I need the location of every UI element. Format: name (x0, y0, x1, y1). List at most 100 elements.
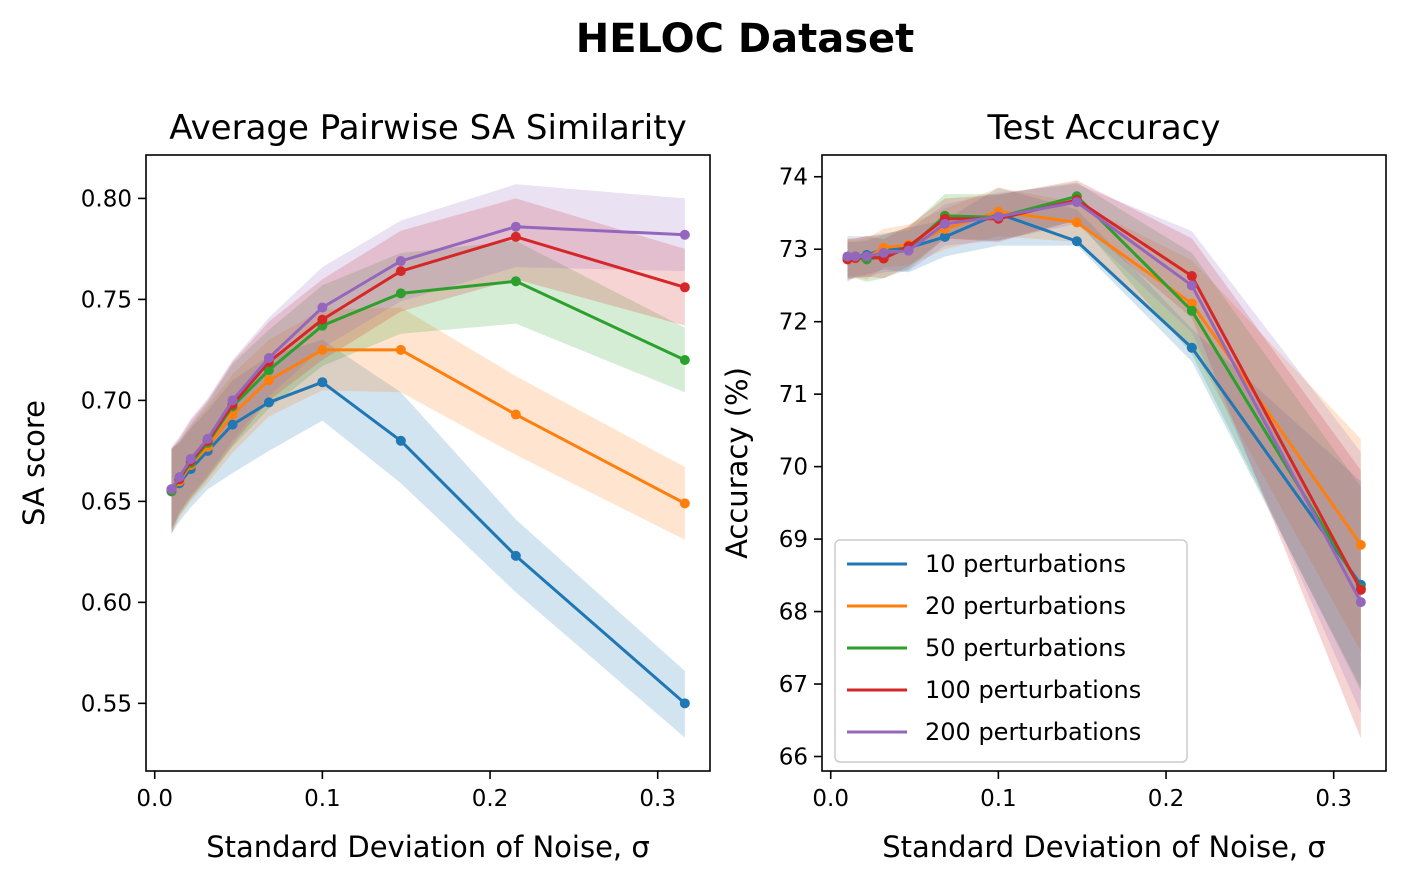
y-axis-label: Accuracy (%) (720, 367, 754, 559)
confidence-band-2 (847, 187, 1361, 652)
confidence-band-4 (847, 180, 1361, 739)
legend: 10 perturbations 20 perturbations 50 pertu… (834, 539, 1188, 763)
legend-label: 200 perturbations (925, 718, 1141, 746)
y-tick-label: 69 (779, 527, 808, 553)
confidence-band-3 (847, 182, 1361, 692)
y-tick-label: 67 (779, 672, 808, 698)
legend-label: 10 perturbations (925, 550, 1126, 578)
series-line-5 (170, 225, 685, 491)
y-tick-label: 68 (779, 600, 808, 626)
y-tick-label: 66 (779, 745, 808, 771)
figure-suptitle: HELOC Dataset (576, 16, 915, 62)
data-point (1186, 280, 1197, 291)
plot-sa-similarity: Average Pairwise SA Similarity 0.0 0.1 0.2 0… (17, 108, 711, 864)
x-tick-label: 0.1 (980, 786, 1017, 812)
data-point (263, 365, 274, 376)
data-point (510, 550, 521, 561)
plot-area (166, 184, 690, 738)
data-point (679, 282, 690, 293)
data-point (227, 419, 238, 430)
y-tick-label: 0.60 (81, 590, 132, 616)
confidence-band-5 (847, 183, 1361, 714)
legend-label: 100 perturbations (925, 676, 1141, 704)
y-tick-label: 73 (779, 237, 808, 263)
y-tick-label: 70 (779, 455, 808, 481)
data-point (939, 231, 950, 242)
data-point (1186, 298, 1197, 309)
data-point (1355, 597, 1366, 608)
data-point (842, 251, 853, 262)
x-tick-label: 0.3 (639, 786, 676, 812)
legend-label: 20 perturbations (925, 592, 1126, 620)
plot-area (842, 180, 1366, 739)
data-point (993, 211, 1004, 222)
data-point (1071, 236, 1082, 247)
data-point (679, 498, 690, 509)
data-point (1186, 271, 1197, 282)
data-point (679, 355, 690, 365)
data-point (878, 247, 889, 258)
plot-title: Test Accuracy (987, 108, 1221, 148)
plot-title: Average Pairwise SA Similarity (169, 108, 686, 148)
data-point (317, 314, 328, 325)
data-point (166, 484, 177, 495)
data-point (395, 266, 406, 277)
data-point (1355, 584, 1366, 595)
data-point (510, 231, 521, 242)
data-point (850, 251, 861, 262)
data-point (395, 435, 406, 446)
data-point (227, 395, 238, 406)
x-tick-label: 0.1 (304, 786, 341, 812)
data-point (1355, 539, 1366, 550)
data-point (510, 276, 521, 287)
x-tick-label: 0.3 (1315, 786, 1352, 812)
y-axis-label: SA score (17, 400, 51, 526)
data-point (263, 352, 274, 363)
data-point (202, 433, 213, 444)
data-point (1186, 305, 1197, 316)
data-point (395, 256, 406, 267)
data-point (263, 397, 274, 408)
confidence-band-1 (847, 187, 1361, 688)
plot-test-accuracy: Test Accuracy 0.0 0.1 0.2 0.3 66 67 68 69 70 71 72 7… (720, 108, 1387, 864)
data-point (395, 344, 406, 355)
data-point (1071, 217, 1082, 228)
y-tick-label: 74 (779, 165, 808, 191)
legend-box (834, 539, 1188, 763)
data-point (510, 221, 521, 232)
y-tick-label: 0.65 (81, 489, 132, 515)
axes-frame (821, 154, 1387, 772)
data-point (861, 251, 872, 262)
data-point (317, 377, 328, 388)
x-axis-label: Standard Deviation of Noise, σ (882, 830, 1326, 864)
y-tick-label: 0.70 (81, 388, 132, 414)
x-tick-label: 0.0 (136, 786, 173, 812)
data-point (395, 288, 406, 299)
confidence-band-3 (171, 240, 685, 534)
data-point (1071, 197, 1082, 208)
data-point (263, 375, 274, 386)
data-point (1186, 342, 1197, 353)
series-line-1 (170, 380, 686, 705)
data-point (903, 245, 914, 256)
data-point (679, 229, 690, 240)
x-axis-label: Standard Deviation of Noise, σ (206, 830, 650, 864)
y-tick-label: 0.55 (81, 691, 132, 717)
data-point (174, 472, 185, 483)
data-point (510, 409, 521, 420)
confidence-band-4 (171, 198, 685, 530)
series-line-5 (847, 200, 1363, 603)
confidence-band-2 (171, 307, 685, 540)
x-tick-label: 0.2 (472, 786, 509, 812)
x-tick-label: 0.0 (812, 786, 849, 812)
data-point (939, 218, 950, 229)
y-tick-label: 72 (779, 310, 808, 336)
axes-frame (145, 154, 711, 772)
y-tick-label: 71 (779, 382, 808, 408)
legend-label: 50 perturbations (925, 634, 1126, 662)
x-tick-label: 0.2 (1148, 786, 1185, 812)
y-tick-label: 0.80 (81, 186, 132, 212)
data-point (317, 344, 328, 355)
data-point (317, 302, 328, 313)
